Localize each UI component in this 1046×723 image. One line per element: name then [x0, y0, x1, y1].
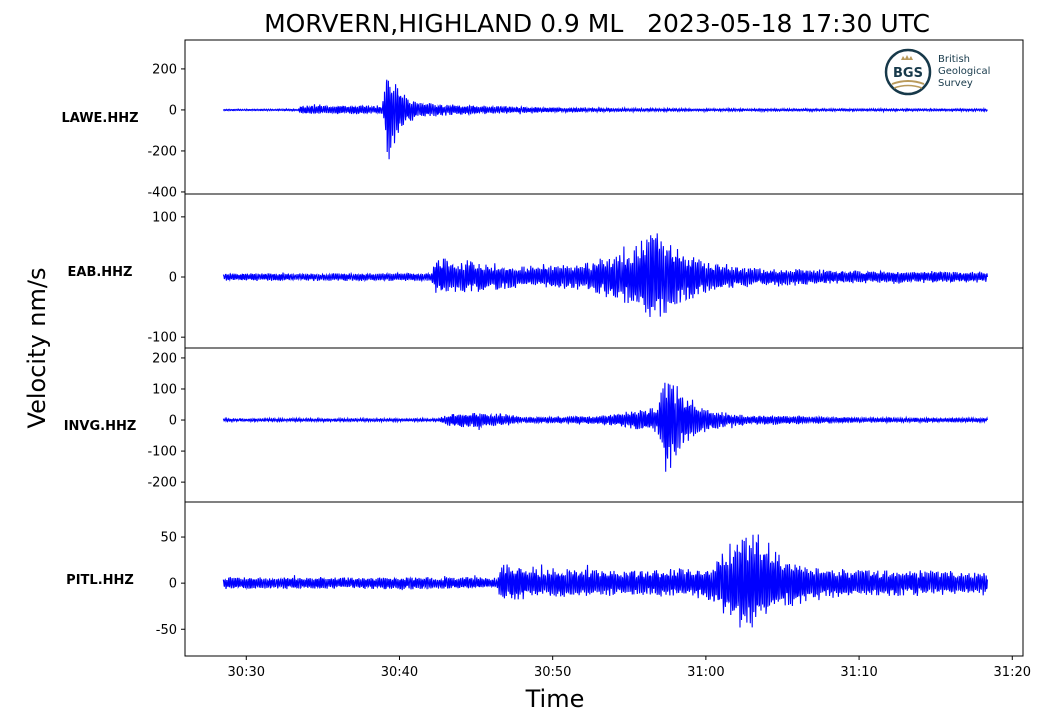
y-tick-label: 50 — [160, 531, 177, 546]
x-tick-label: 30:30 — [228, 665, 265, 680]
station-label: EAB.HHZ — [68, 265, 133, 280]
x-tick-label: 31:00 — [687, 665, 724, 680]
waveform-line — [222, 534, 988, 628]
y-tick-label: -200 — [147, 144, 177, 159]
x-axis-label: Time — [525, 685, 585, 713]
waveform-line — [222, 79, 988, 160]
y-tick-label: 0 — [169, 271, 177, 286]
station-label: INVG.HHZ — [64, 419, 137, 434]
panel-frame — [184, 501, 1024, 657]
waveform-line — [222, 233, 988, 318]
y-tick-label: -400 — [147, 185, 177, 200]
y-tick-label: -200 — [147, 476, 177, 491]
waveform-line — [222, 382, 988, 472]
crown-icon — [901, 55, 913, 60]
y-tick-label: 100 — [152, 382, 177, 397]
logo-text-2: Geological — [938, 66, 990, 77]
y-tick-label: 0 — [169, 577, 177, 592]
y-tick-label: 0 — [169, 414, 177, 429]
station-label: LAWE.HHZ — [61, 111, 138, 126]
logo-text-3: Survey — [938, 78, 973, 89]
y-axis-label: Velocity nm/s — [23, 268, 51, 429]
y-tick-label: -100 — [147, 331, 177, 346]
y-tick-label: -50 — [156, 623, 177, 638]
logo-text-1: British — [938, 54, 970, 65]
y-tick-label: -100 — [147, 445, 177, 460]
panel-frame — [184, 347, 1024, 503]
x-tick-label: 31:10 — [840, 665, 877, 680]
x-tick-label: 31:20 — [994, 665, 1031, 680]
trace-panel-eab: 100 0 -100 EAB.HHZ — [68, 193, 1024, 349]
bgs-logo: BGS British Geological Survey — [884, 48, 990, 96]
x-tick-label: 30:40 — [381, 665, 418, 680]
station-label: PITL.HHZ — [66, 573, 134, 588]
y-tick-label: 200 — [152, 351, 177, 366]
trace-panel-invg: 200 100 0 -100 -200 INVG.HHZ — [64, 347, 1024, 503]
trace-panel-pitl: 50 0 -50 PITL.HHZ — [66, 501, 1024, 657]
y-tick-label: 100 — [152, 210, 177, 225]
logo-mark: BGS — [893, 66, 923, 81]
y-tick-label: 0 — [169, 103, 177, 118]
x-tick-label: 30:50 — [534, 665, 571, 680]
y-tick-label: 200 — [152, 62, 177, 77]
trace-panel-lawe: 200 0 -200 -400 LAWE.HHZ — [61, 39, 1024, 200]
chart-title: MORVERN,HIGHLAND 0.9 ML 2023-05-18 17:30… — [264, 9, 930, 38]
